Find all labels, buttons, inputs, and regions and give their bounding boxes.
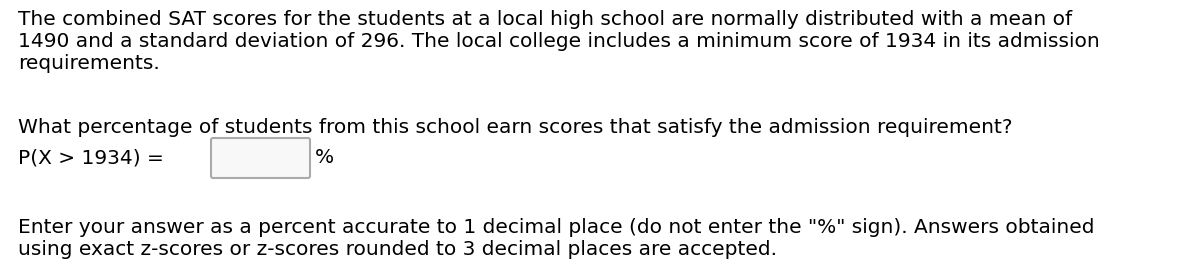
Text: Enter your answer as a percent accurate to 1 decimal place (do not enter the "%": Enter your answer as a percent accurate … — [18, 218, 1094, 237]
Text: requirements.: requirements. — [18, 54, 160, 73]
Text: What percentage of students from this school earn scores that satisfy the admiss: What percentage of students from this sc… — [18, 118, 1013, 137]
Text: using exact z-scores or z-scores rounded to 3 decimal places are accepted.: using exact z-scores or z-scores rounded… — [18, 240, 778, 259]
FancyBboxPatch shape — [211, 138, 310, 178]
Text: 1490 and a standard deviation of 296. The local college includes a minimum score: 1490 and a standard deviation of 296. Th… — [18, 32, 1099, 51]
Text: %: % — [314, 148, 334, 167]
Text: P(X > 1934) =: P(X > 1934) = — [18, 148, 164, 167]
Text: The combined SAT scores for the students at a local high school are normally dis: The combined SAT scores for the students… — [18, 10, 1072, 29]
